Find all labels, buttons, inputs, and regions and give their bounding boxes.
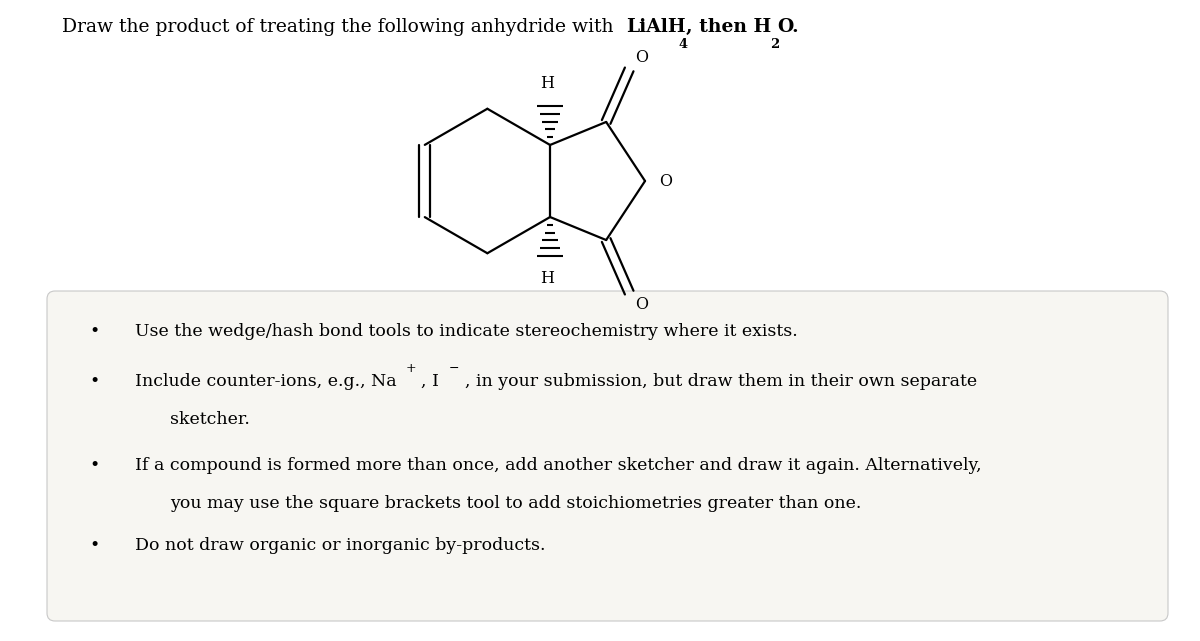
Text: H: H: [540, 270, 554, 287]
Text: •: •: [90, 322, 100, 340]
Text: •: •: [90, 372, 100, 390]
Text: , in your submission, but draw them in their own separate: , in your submission, but draw them in t…: [466, 372, 977, 390]
FancyBboxPatch shape: [47, 291, 1168, 621]
Text: −: −: [449, 362, 460, 374]
Text: sketcher.: sketcher.: [170, 410, 250, 428]
Text: Do not draw organic or inorganic by-products.: Do not draw organic or inorganic by-prod…: [134, 538, 546, 554]
Text: Draw the product of treating the following anhydride with: Draw the product of treating the followi…: [62, 18, 619, 36]
Text: O: O: [635, 49, 648, 67]
Text: O: O: [659, 172, 672, 190]
Text: •: •: [90, 458, 100, 474]
Text: Include counter-ions, e.g., Na: Include counter-ions, e.g., Na: [134, 372, 397, 390]
Text: 2: 2: [770, 38, 779, 51]
Text: LiAlH: LiAlH: [625, 18, 685, 36]
Text: If a compound is formed more than once, add another sketcher and draw it again. : If a compound is formed more than once, …: [134, 458, 982, 474]
Text: 4: 4: [678, 38, 688, 51]
Text: , then H: , then H: [685, 18, 772, 36]
Text: O.: O.: [778, 18, 799, 36]
Text: H: H: [540, 75, 554, 92]
Text: •: •: [90, 538, 100, 554]
Text: Use the wedge/hash bond tools to indicate stereochemistry where it exists.: Use the wedge/hash bond tools to indicat…: [134, 322, 798, 340]
Text: , I: , I: [421, 372, 439, 390]
Text: you may use the square brackets tool to add stoichiometries greater than one.: you may use the square brackets tool to …: [170, 494, 862, 512]
Text: O: O: [635, 296, 648, 313]
Text: +: +: [406, 362, 416, 374]
